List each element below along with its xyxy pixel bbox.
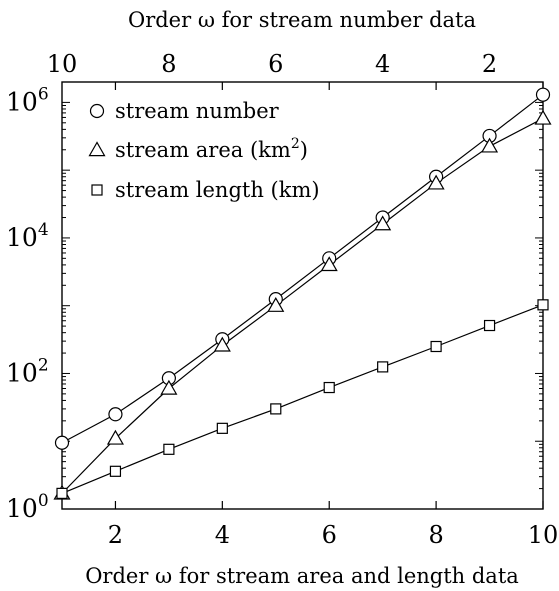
triangle-series-line bbox=[61, 117, 544, 494]
circle-series-line bbox=[61, 94, 544, 444]
square-data-point bbox=[483, 319, 496, 332]
square-series-line bbox=[61, 304, 544, 494]
x-tick-label: 4 bbox=[215, 521, 230, 549]
square-data-point bbox=[270, 403, 282, 415]
square-data-point bbox=[109, 465, 122, 477]
square-data-point bbox=[56, 487, 68, 499]
top-tick-label: 6 bbox=[268, 50, 283, 78]
triangle-data-point bbox=[213, 336, 231, 352]
triangle-data-point bbox=[534, 109, 552, 125]
top-tick-label: 4 bbox=[375, 50, 390, 78]
plot-frame bbox=[61, 81, 544, 510]
top-axis-label: Order ω for stream number data bbox=[128, 8, 476, 32]
square-data-point bbox=[163, 443, 175, 455]
square-data-point bbox=[323, 381, 335, 394]
square-data-point bbox=[430, 340, 442, 353]
y-tick-label: 104 bbox=[6, 220, 49, 252]
legend-triangle-marker bbox=[88, 141, 106, 157]
y-tick-label: 102 bbox=[6, 355, 49, 387]
x-tick-label: 6 bbox=[322, 521, 337, 549]
triangle-data-point bbox=[427, 174, 445, 190]
legend-square-marker bbox=[91, 184, 103, 196]
circle-data-point bbox=[54, 435, 70, 450]
x-tick-label: 8 bbox=[428, 521, 443, 549]
triangle-data-point bbox=[320, 256, 338, 272]
top-tick-label: 8 bbox=[161, 50, 176, 78]
series-markers bbox=[53, 87, 552, 500]
circle-data-point bbox=[535, 87, 551, 102]
legend: stream number stream area (km2) stream len… bbox=[88, 99, 320, 202]
triangle-data-point bbox=[267, 296, 285, 312]
series-lines bbox=[61, 94, 544, 494]
bottom-axis-label: Order ω for stream area and length data bbox=[85, 564, 519, 588]
x-tick-label: 2 bbox=[108, 521, 123, 549]
legend-label: stream length (km) bbox=[115, 178, 320, 202]
legend-label: stream area (km2) bbox=[115, 136, 308, 162]
triangle-data-point bbox=[374, 215, 392, 231]
triangle-data-point bbox=[160, 379, 178, 395]
square-data-point bbox=[537, 299, 549, 311]
legend-label: stream number bbox=[115, 99, 280, 123]
square-data-point bbox=[377, 361, 389, 373]
x-tick-label: 10 bbox=[528, 521, 559, 549]
axis-ticks: 2 4 6 8 10 10 8 6 4 2 100 102 104 106 bbox=[6, 50, 558, 549]
circle-data-point bbox=[108, 407, 123, 422]
top-tick-label: 2 bbox=[482, 50, 497, 78]
triangle-data-point bbox=[106, 429, 124, 445]
top-tick-label: 10 bbox=[47, 50, 78, 78]
legend-circle-marker bbox=[89, 103, 105, 119]
y-tick-label: 100 bbox=[6, 491, 49, 523]
triangle-data-point bbox=[481, 137, 499, 153]
square-data-point bbox=[216, 422, 228, 434]
y-tick-label: 106 bbox=[6, 84, 49, 116]
